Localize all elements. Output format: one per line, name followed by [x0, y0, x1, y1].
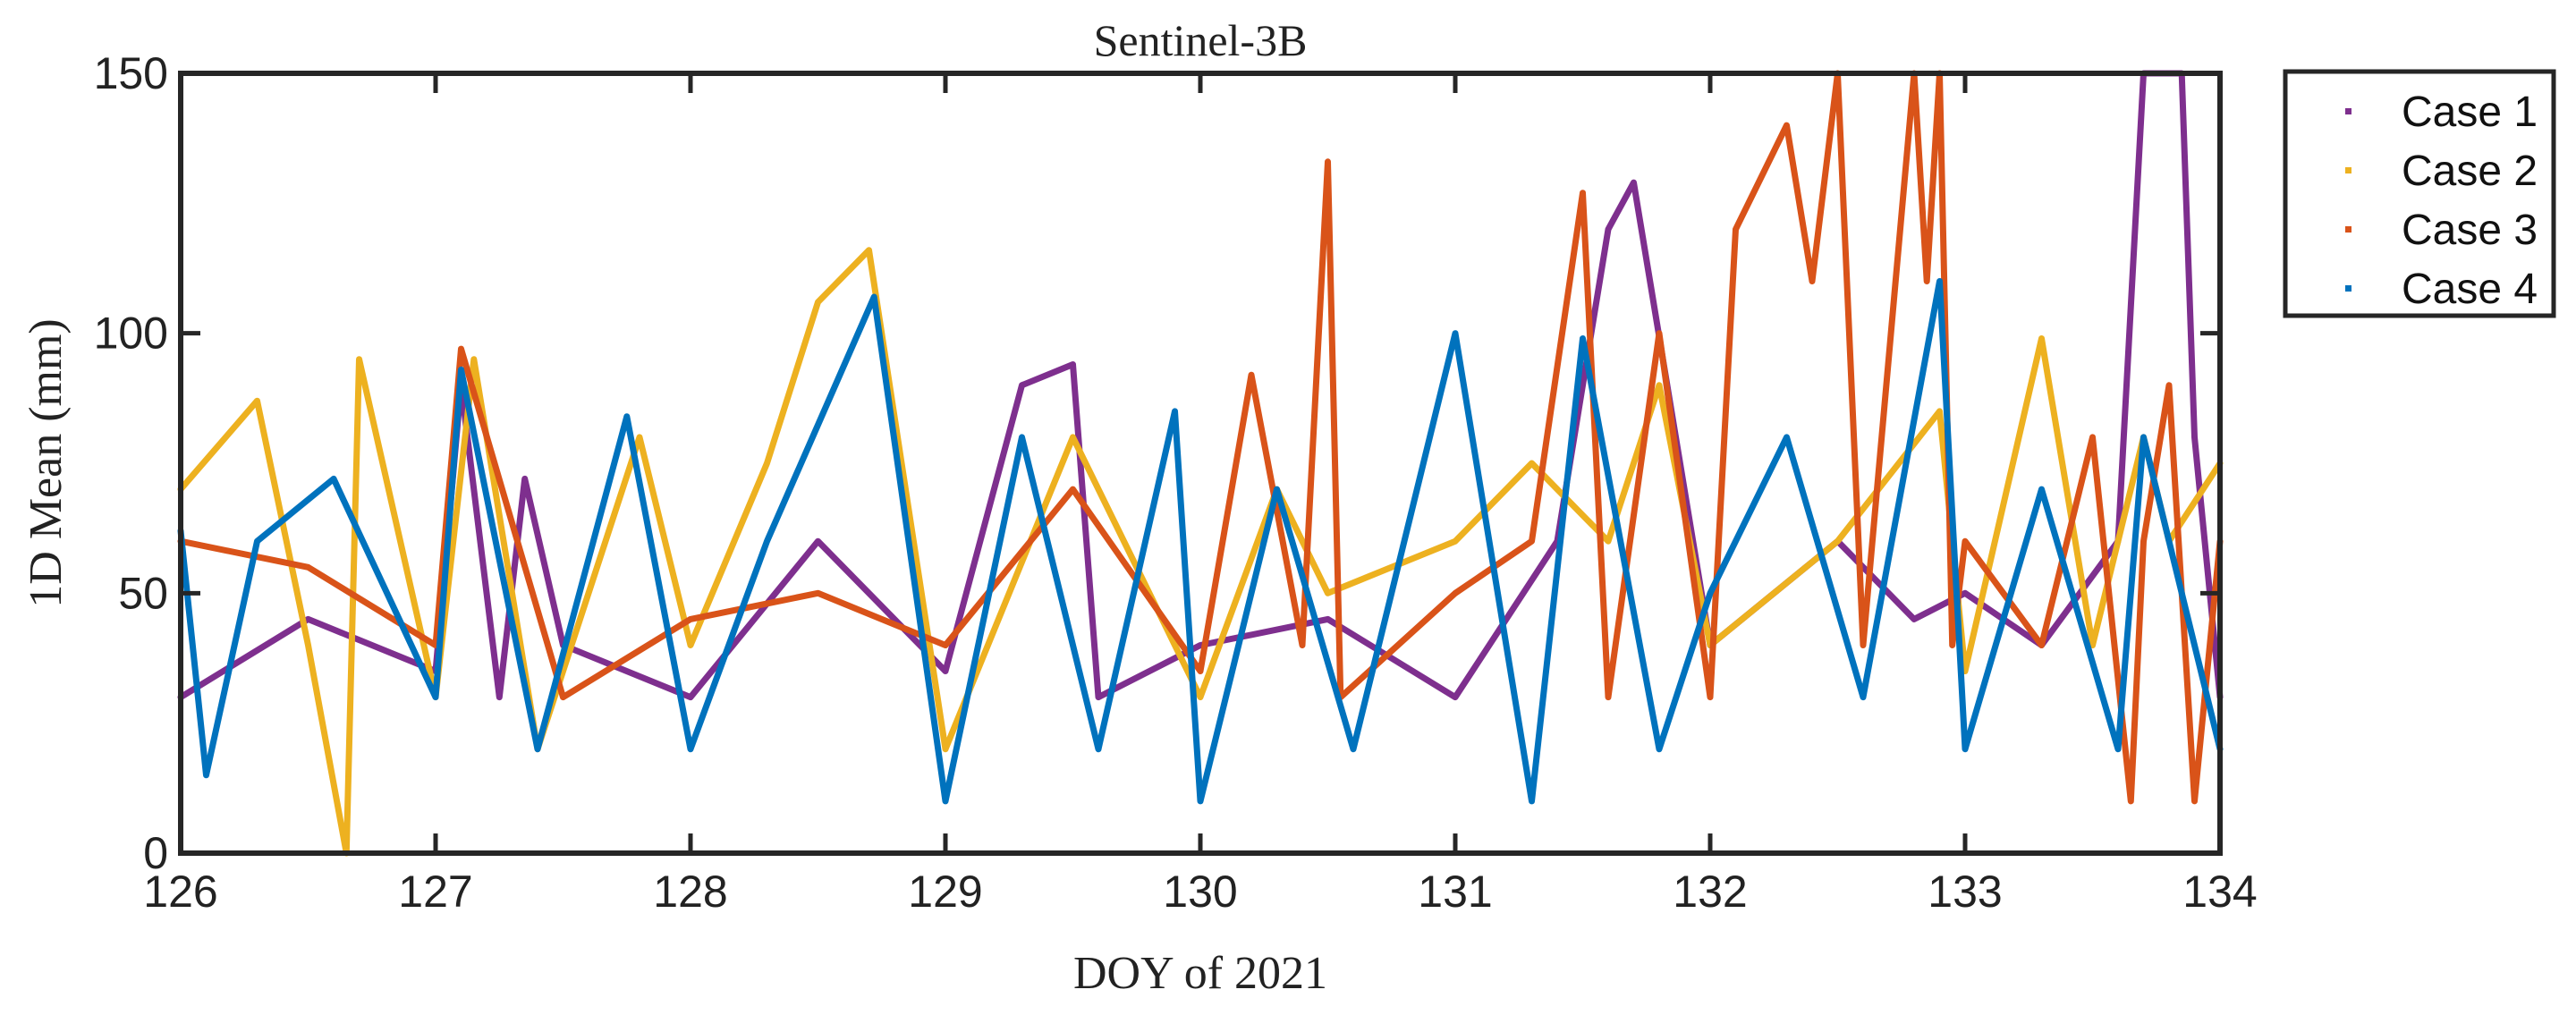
legend-marker-case-2	[2345, 167, 2351, 173]
legend-label-case-1: Case 1	[2402, 89, 2538, 136]
y-tick-label: 100	[94, 309, 168, 359]
x-tick-label: 134	[2182, 867, 2257, 917]
y-tick-label: 0	[143, 828, 168, 878]
series-line-case-3	[177, 70, 2224, 805]
series-line-case-4	[177, 278, 2224, 805]
legend: Case 1 Case 2 Case 3 Case 4	[2283, 69, 2556, 318]
x-tick-label: 131	[1418, 867, 1492, 917]
y-tick-label: 150	[94, 48, 168, 98]
x-tick-label: 130	[1163, 867, 1237, 917]
y-tick-label: 50	[118, 568, 168, 618]
legend-marker-case-4	[2345, 285, 2351, 292]
chart-title: Sentinel-3B	[1094, 15, 1308, 65]
legend-label-case-3: Case 3	[2402, 207, 2538, 254]
legend-frame	[2283, 69, 2556, 318]
legend-marker-case-1	[2345, 108, 2351, 114]
legend-label-case-2: Case 2	[2402, 148, 2538, 195]
x-tick-label: 128	[653, 867, 727, 917]
x-tick-label: 132	[1673, 867, 1747, 917]
y-axis-label: 1D Mean (mm)	[21, 318, 72, 607]
x-tick-label: 133	[1928, 867, 2002, 917]
x-tick-label: 126	[143, 867, 217, 917]
legend-label-case-4: Case 4	[2402, 266, 2538, 313]
x-tick-label: 127	[398, 867, 472, 917]
x-axis-label: DOY of 2021	[1073, 948, 1327, 999]
x-tick-label: 129	[908, 867, 982, 917]
legend-marker-case-3	[2345, 226, 2351, 233]
tick-layer: 126 127 128 129 130 131 132 133 134 0 50 100 150	[94, 48, 2258, 917]
